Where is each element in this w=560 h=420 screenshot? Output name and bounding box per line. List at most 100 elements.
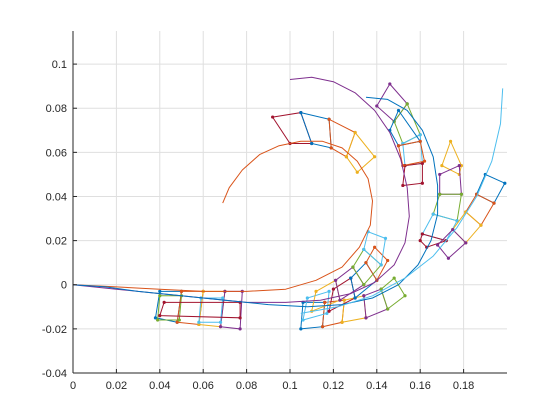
frame-vertex-marker: [386, 307, 390, 311]
frame-vertex-marker: [320, 325, 325, 329]
frame-vertex-marker: [438, 172, 442, 177]
frame-vertex-marker: [364, 316, 368, 320]
frame-vertex-marker: [162, 300, 166, 304]
frame-vertex-marker: [175, 320, 179, 324]
frame-vertex-marker: [329, 146, 333, 150]
frame-vertex-marker: [325, 311, 329, 316]
frame-vertex-marker: [422, 159, 427, 163]
frame-vertex-marker: [351, 265, 355, 269]
frame-vertex-marker: [271, 115, 275, 119]
frame-vertex-marker: [446, 256, 451, 260]
frame-vertex-marker: [299, 111, 303, 115]
frame-vertex-marker: [364, 261, 368, 265]
y-tick-label: 0.02: [46, 236, 67, 248]
frame-vertex-marker: [156, 318, 160, 322]
x-tick-label: 0.08: [236, 380, 257, 392]
frame-vertex-marker: [420, 232, 424, 236]
frame-vertex-marker: [379, 287, 383, 291]
frame-vertex-marker: [451, 227, 455, 232]
frame-vertex-marker: [218, 325, 223, 329]
frame-vertex-marker: [503, 181, 507, 185]
frame-vertex-marker: [396, 144, 401, 148]
frame-vertex-marker: [383, 236, 388, 241]
frame-vertex-marker: [158, 294, 162, 298]
frame-vertex-marker: [158, 314, 162, 318]
frame-vertex-marker: [362, 294, 366, 298]
frame-vertex-marker: [448, 139, 453, 143]
frame-vertex-marker: [310, 141, 314, 146]
frame-vertex-marker: [420, 161, 424, 165]
frame-vertex-marker: [392, 276, 396, 280]
frame-vertex-marker: [420, 181, 424, 185]
frame-vertex-marker: [353, 296, 357, 300]
frame-vertex-marker: [327, 309, 331, 313]
frame-vertex-marker: [362, 247, 366, 252]
frame-vertex-marker: [238, 327, 242, 331]
frame-vertex-marker: [379, 263, 383, 267]
series-line: [72, 96, 439, 308]
x-tick-label: 0.1: [282, 380, 297, 392]
frame-vertex-marker: [403, 294, 407, 298]
series-line: [300, 88, 504, 314]
frame-vertex-marker: [314, 289, 318, 293]
frame-vertex-marker: [342, 298, 346, 302]
y-tick-label: 0.1: [52, 59, 67, 71]
frame-vertex-marker: [479, 223, 483, 227]
x-tick-label: 0.16: [409, 380, 430, 392]
frame-vertex-marker: [418, 139, 422, 143]
frame-vertex-marker: [355, 170, 359, 174]
frame-vertex-marker: [459, 192, 464, 196]
y-tick-label: 0.06: [46, 147, 67, 159]
frame-vertex-marker: [333, 278, 338, 282]
frame-vertex-marker: [396, 108, 401, 113]
x-tick-label: 0.06: [192, 380, 213, 392]
frame-vertex-marker: [305, 296, 309, 300]
frame-vertex-marker: [177, 318, 181, 322]
frame-vertex-marker: [457, 163, 461, 168]
frame-vertex-marker: [299, 327, 303, 331]
frame-vertex-marker: [373, 245, 377, 249]
x-tick-label: 0.04: [149, 380, 170, 392]
x-tick-label: 0.14: [366, 380, 387, 392]
frame-vertex-marker: [492, 201, 496, 205]
frame-vertex-marker: [464, 241, 468, 245]
frame-vertex-marker: [388, 82, 392, 86]
x-tick-label: 0: [70, 380, 76, 392]
frame-vertex-marker: [344, 155, 349, 159]
frame-vertex-marker: [435, 243, 440, 247]
frame-vertex-marker: [386, 258, 390, 263]
frame-vertex-marker: [327, 117, 331, 121]
frame-vertex-marker: [221, 296, 225, 300]
frame-vertex-marker: [353, 130, 357, 135]
frame-vertex-marker: [301, 318, 305, 322]
x-tick-label: 0.18: [453, 380, 474, 392]
frame-vertex-marker: [338, 298, 342, 302]
y-tick-label: 0.04: [46, 191, 67, 203]
frame-vertex-marker: [331, 287, 335, 291]
frame-vertex-marker: [197, 322, 201, 327]
frame-vertex-marker: [362, 283, 366, 287]
plot-area: 0 0.02 0.04 0.06 0.08 0.1 0.12 0.14 0.16 0.18 -0.0…: [42, 31, 507, 392]
frame-vertex-marker: [158, 289, 162, 293]
y-tick-label: -0.04: [42, 368, 67, 380]
frame-vertex-marker: [438, 192, 442, 196]
x-tick-label: 0.02: [106, 380, 127, 392]
frame-vertex-marker: [440, 163, 444, 168]
frame-vertex-marker: [418, 239, 422, 243]
frame-vertex-marker: [323, 300, 327, 304]
frame-vertex-marker: [373, 155, 377, 159]
frame-vertex-marker: [349, 276, 353, 280]
y-tick-label: 0: [61, 280, 67, 292]
frame-vertex-marker: [375, 104, 379, 108]
frame-vertex-marker: [340, 320, 344, 324]
frame-vertex-marker: [431, 212, 435, 216]
frame-vertex-marker: [455, 219, 459, 223]
frame-vertex-marker: [401, 183, 405, 188]
y-tick-label: -0.02: [42, 324, 67, 336]
frame-vertex-marker: [418, 133, 422, 137]
frame-vertex-marker: [218, 320, 223, 324]
frame-vertex-marker: [153, 316, 158, 320]
y-tick-label: 0.08: [46, 103, 67, 115]
frame-vertex-marker: [197, 320, 201, 324]
